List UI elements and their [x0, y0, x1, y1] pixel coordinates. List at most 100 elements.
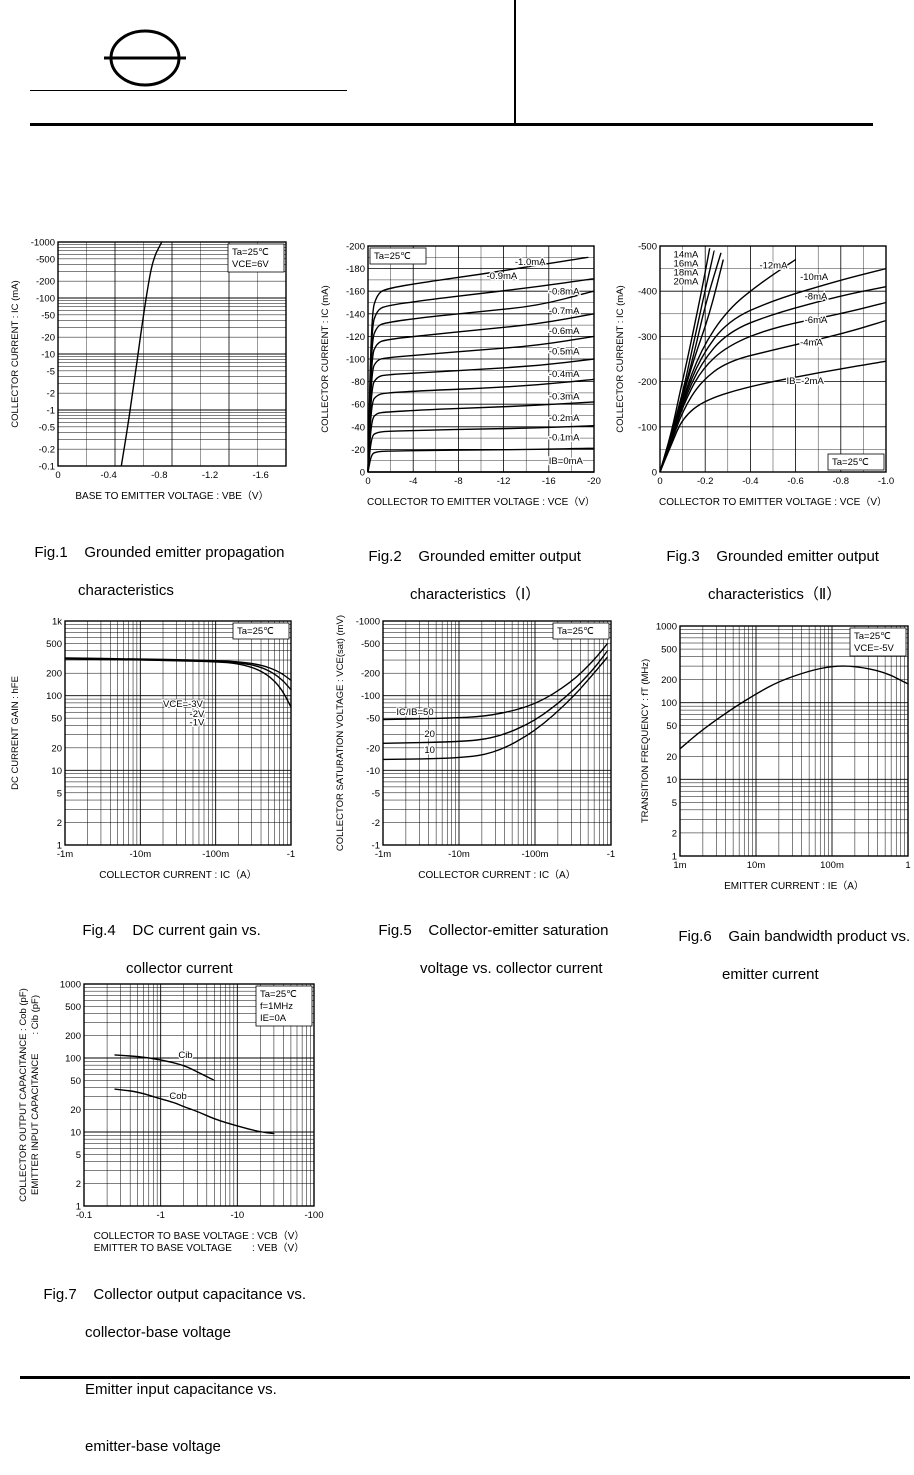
fig3-annotation: 14mA — [674, 249, 699, 260]
fig1-caption: Fig.1 Grounded emitter propagation chara… — [26, 524, 284, 619]
fig7-ytick-label: 5 — [76, 1150, 81, 1161]
fig4-ytick-label: 100 — [46, 691, 62, 702]
fig6-plot-area — [680, 626, 908, 856]
fig2-ytick-label: -20 — [351, 445, 365, 456]
fig2-xtick-label: -8 — [454, 476, 462, 487]
fig5-ytick-label: -200 — [361, 669, 380, 680]
fig7-ytick-label: 200 — [65, 1031, 81, 1042]
fig7-annotation: Cib — [178, 1050, 192, 1061]
fig7-ytick-label: 500 — [65, 1002, 81, 1013]
fig2-ytick-label: -100 — [346, 355, 365, 366]
fig2-annotation: -0.7mA — [549, 306, 580, 317]
fig1-xlabel: BASE TO EMITTER VOLTAGE : VBE（V） — [75, 490, 268, 502]
fig3-caption-number: Fig.3 — [666, 548, 700, 565]
fig5-ylabel: COLLECTOR SATURATION VOLTAGE : VCE(sat) … — [335, 615, 346, 851]
fig3-annotation: -4mA — [800, 337, 823, 348]
fig2-series--0-4ma — [367, 378, 595, 473]
fig2-ytick-label: -60 — [351, 400, 365, 411]
fig3-xtick-label: -0.6 — [787, 476, 803, 487]
fig3-ytick-label: 0 — [652, 468, 657, 479]
fig7-xlabel2: EMITTER TO BASE VOLTAGE : VEB（V） — [94, 1242, 304, 1254]
fig5-ytick-label: -100 — [361, 691, 380, 702]
fig6-caption: Fig.6 Gain bandwidth product vs. emitter… — [670, 908, 910, 1003]
fig1-ytick-label: -100 — [36, 294, 55, 305]
fig2-annotation: -0.6mA — [549, 326, 580, 337]
fig2-annotation: -0.3mA — [549, 392, 580, 403]
fig6-ytick-label: 100 — [661, 698, 677, 709]
fig5-plot-area — [383, 621, 611, 845]
fig5-chart: -1m -10m -100m -1 -1 -2 -5 -10 -20 -50 -100 -200 -50… — [335, 615, 615, 881]
fig7-xtick-label: -0.1 — [76, 1210, 92, 1221]
fig2-caption-line2: characteristics（Ⅰ） — [410, 586, 541, 603]
fig6-xtick-label: 10m — [747, 860, 766, 871]
fig4-ytick-label: 1k — [52, 617, 62, 628]
fig4-annotation: VCE=-3V — [163, 699, 204, 710]
fig3-annotation: -8mA — [805, 291, 828, 302]
fig7-annotation: Cob — [169, 1091, 186, 1102]
fig7-frame — [83, 983, 315, 1207]
fig6-caption-number: Fig.6 — [678, 928, 712, 945]
fig6-xtick-label: 100m — [820, 860, 844, 871]
fig2-annotation: -0.8mA — [549, 287, 580, 298]
fig1-xtick-label: -0.8 — [151, 470, 167, 481]
fig5-legend-box — [552, 622, 610, 640]
fig6-ytick-label: 1 — [672, 852, 677, 863]
fig1-ytick-label: -200 — [36, 277, 55, 288]
fig2-ytick-label: -120 — [346, 332, 365, 343]
fig5-series-20 — [382, 650, 609, 744]
fig3-caption-line1: Grounded emitter output — [716, 548, 879, 565]
fig3-chart: 0 -0.2 -0.4 -0.6 -0.8 -1.0 0 -100 -200 -300 -400 -5… — [615, 242, 894, 509]
fig5-annotation: 20 — [424, 729, 435, 740]
fig7-xlabel: COLLECTOR TO BASE VOLTAGE : VCB（V） — [94, 1230, 305, 1242]
fig4-caption: Fig.4 DC current gain vs. collector curr… — [74, 902, 260, 997]
fig2-xtick-label: -20 — [587, 476, 601, 487]
fig5-ytick-label: -500 — [361, 639, 380, 650]
fig4-ylabel: DC CURRENT GAIN : hFE — [10, 676, 21, 790]
fig6-caption-line1: Gain bandwidth product vs. — [728, 928, 911, 945]
fig4-xtick-label: -10m — [130, 849, 152, 860]
header-divider-vertical — [514, 0, 516, 124]
fig7-xtick-label: -10 — [230, 1210, 244, 1221]
fig6-caption-line2: emitter current — [722, 966, 819, 983]
fig2-ytick-label: -40 — [351, 422, 365, 433]
fig7-caption-line2: collector-base voltage — [85, 1324, 231, 1341]
fig3-ytick-label: -500 — [638, 242, 657, 253]
fig2-series--0-3ma — [367, 401, 595, 473]
footer-rule — [20, 1376, 910, 1379]
fig1-xtick-label: 0 — [55, 470, 60, 481]
fig1-xtick-label: -1.2 — [202, 470, 218, 481]
fig5-xtick-label: -100m — [522, 849, 549, 860]
fig5-ytick-label: -50 — [366, 714, 380, 725]
fig6-legend-text: Ta=25℃ — [854, 631, 891, 642]
header-rule — [30, 123, 873, 126]
fig4-series--1v — [64, 658, 292, 708]
fig4-annotation: -1V — [190, 717, 205, 728]
fig1-legend-text: VCE=6V — [232, 259, 269, 270]
fig3-series-20ma — [659, 248, 711, 473]
fig4-ytick-label: 50 — [51, 714, 62, 725]
fig3-ytick-label: -200 — [638, 377, 657, 388]
fig5-caption-line2: voltage vs. collector current — [420, 960, 603, 977]
fig7-ytick-label: 100 — [65, 1054, 81, 1065]
fig7-legend-text: IE=0A — [260, 1013, 287, 1024]
fig1-caption-line2: characteristics — [78, 582, 174, 599]
fig6-ytick-label: 500 — [661, 645, 677, 656]
fig3-xtick-label: -0.4 — [742, 476, 758, 487]
fig6-frame — [679, 625, 909, 857]
fig3-annotation: -12mA — [759, 261, 788, 272]
fig1-chart: 0 -0.4 -0.8 -1.2 -1.6 -0.1 -0.2 -0.5 -1 -2 -5 -10 -2… — [10, 238, 287, 502]
fig5-caption: Fig.5 Collector-emitter saturation volta… — [370, 902, 608, 997]
fig4-chart: -1m -10m -100m -1 1 2 5 10 20 50 100 200 500 1k COLLEC… — [10, 617, 295, 882]
fig4-ytick-label: 2 — [57, 818, 62, 829]
fig7-legend-text: Ta=25℃ — [260, 989, 297, 1000]
fig2-caption-line1: Grounded emitter output — [418, 548, 581, 565]
fig5-ytick-label: -1 — [372, 841, 380, 852]
fig5-xtick-label: -1m — [375, 849, 391, 860]
fig6-xtick-label: 1 — [905, 860, 910, 871]
fig1-ytick-label: -0.5 — [39, 422, 55, 433]
fig3-caption-line2: characteristics（Ⅱ） — [708, 586, 842, 603]
fig2-xlabel: COLLECTOR TO EMITTER VOLTAGE : VCE（V） — [367, 496, 595, 508]
fig4-legend-box — [232, 622, 290, 640]
